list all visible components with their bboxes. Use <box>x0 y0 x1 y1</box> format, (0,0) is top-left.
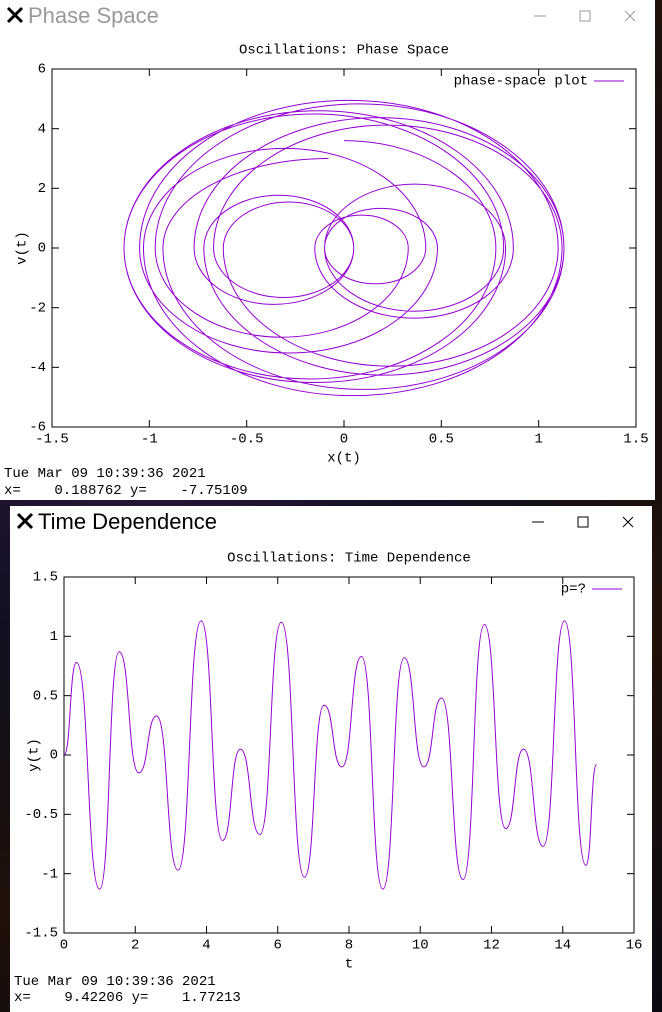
window-title: Phase Space <box>28 3 159 28</box>
title-bar: Time Dependence <box>10 506 652 538</box>
window-title: Time Dependence <box>38 509 217 534</box>
window: Time Dependence Tue Mar 09 10:39:36 2021… <box>10 506 652 1012</box>
maximize-button[interactable] <box>573 4 597 28</box>
status-coords: x= 0.188762 y= -7.75109 <box>4 483 248 499</box>
close-button[interactable] <box>618 4 642 28</box>
title-bar: Phase Space <box>0 0 655 32</box>
window: Phase Space Tue Mar 09 10:39:36 2021 x= … <box>0 0 655 500</box>
app-icon <box>6 6 24 24</box>
close-button[interactable] <box>616 510 640 534</box>
status-time: Tue Mar 09 10:39:36 2021 <box>4 466 206 482</box>
minimize-button[interactable] <box>528 4 552 28</box>
maximize-button[interactable] <box>571 510 595 534</box>
status-time: Tue Mar 09 10:39:36 2021 <box>14 974 216 990</box>
status-coords: x= 9.42206 y= 1.77213 <box>14 990 241 1006</box>
minimize-button[interactable] <box>526 510 550 534</box>
app-icon <box>16 512 34 530</box>
